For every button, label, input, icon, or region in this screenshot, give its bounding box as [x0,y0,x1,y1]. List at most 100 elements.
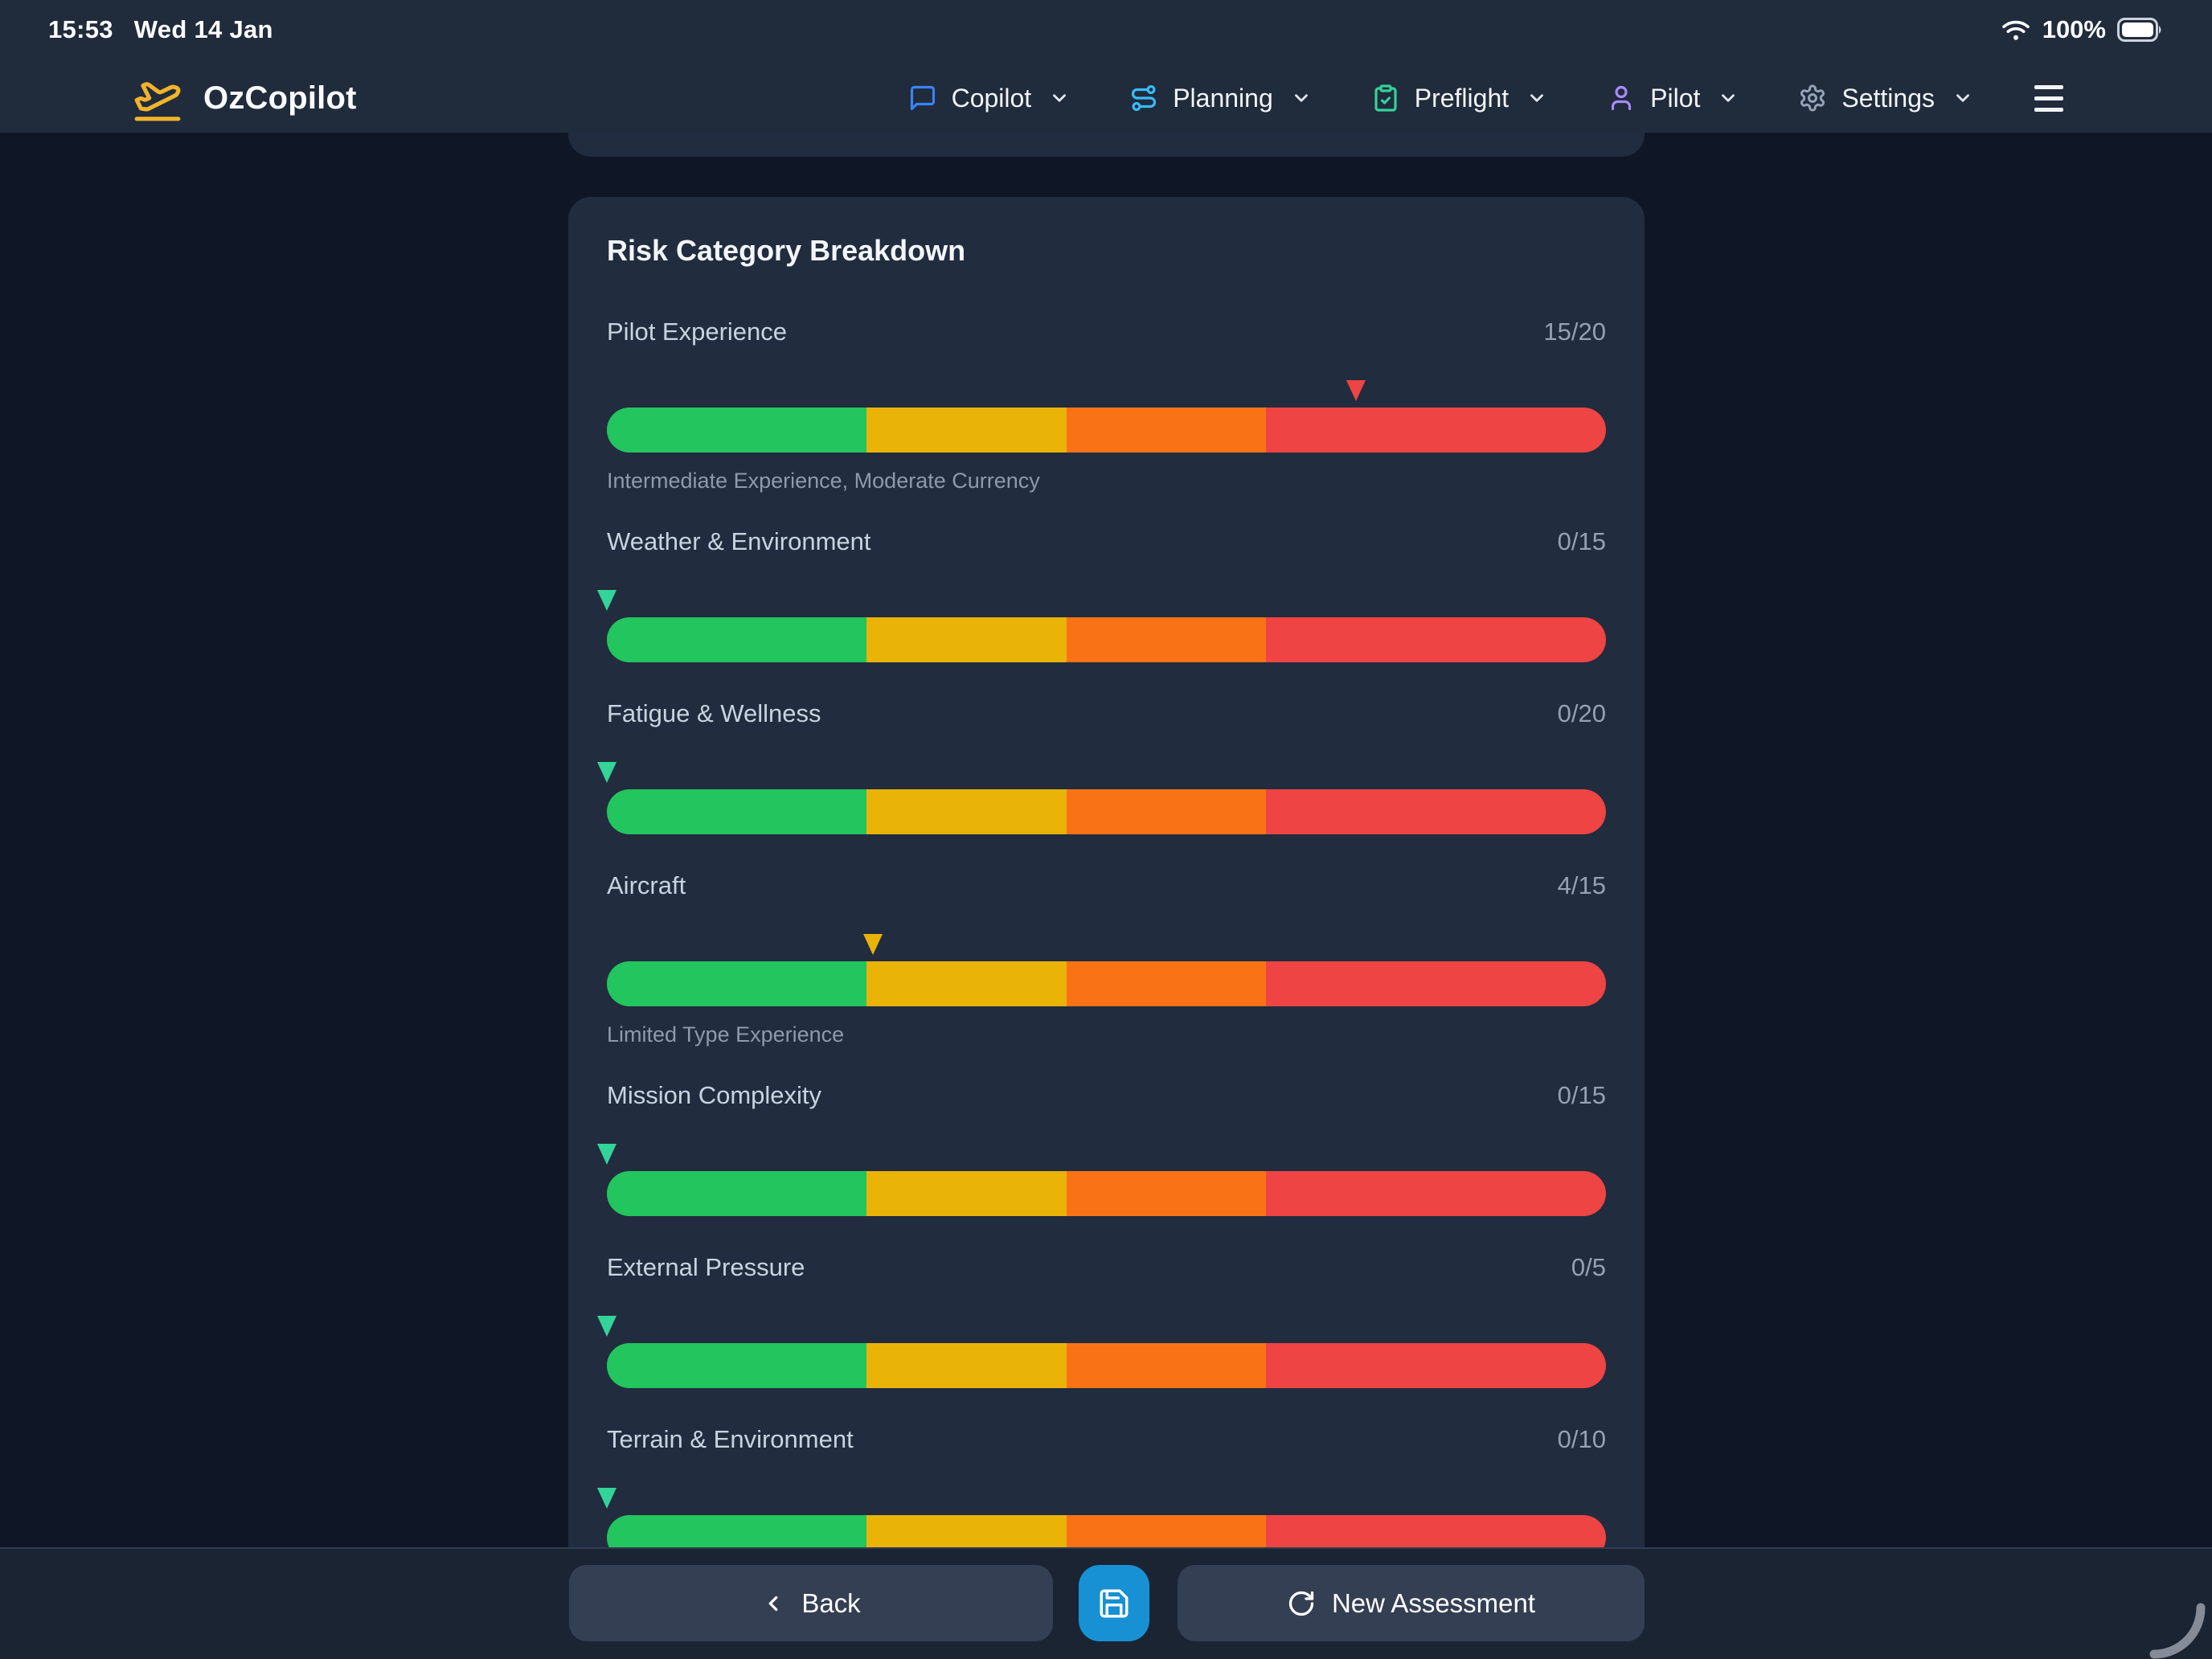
gauge-segment [1266,961,1606,1006]
risk-category-score: 0/10 [1557,1425,1606,1453]
gauge-segment [866,617,1067,662]
nav-items: Copilot Planning [908,84,1973,113]
risk-marker-icon [597,1488,616,1509]
gauge-segment [1266,1171,1606,1216]
user-icon [1607,84,1636,113]
wifi-icon [2001,18,2031,42]
risk-gauge-bar [607,961,1606,1006]
risk-category-label: Pilot Experience [607,317,788,346]
risk-category-score: 15/20 [1543,317,1606,346]
gauge-segment [1066,1343,1267,1388]
risk-marker-icon [863,934,883,955]
nav-item-copilot[interactable]: Copilot [908,84,1071,113]
chevron-down-icon [1291,88,1312,109]
gauge-segment [1066,1171,1267,1216]
gear-icon [1798,84,1827,113]
nav-item-settings[interactable]: Settings [1798,84,1973,113]
risk-category-score: 0/5 [1571,1253,1606,1281]
risk-category-label: Mission Complexity [607,1081,822,1109]
gauge-segment [866,1515,1067,1547]
risk-marker-track [597,1488,1606,1515]
risk-category-score: 0/15 [1557,1081,1606,1109]
risk-marker-icon [597,1316,616,1337]
gauge-segment [866,1171,1067,1216]
risk-marker-track [597,1144,1606,1171]
gauge-segment [1266,1515,1606,1547]
status-date: Wed 14 Jan [133,15,273,43]
risk-category-label: Terrain & Environment [607,1425,854,1453]
risk-gauge-bar [607,617,1606,662]
risk-category-row: External Pressure 0/5 [597,1253,1606,1388]
risk-category-score: 0/20 [1557,699,1606,727]
route-icon [1129,84,1158,113]
header: 15:53 Wed 14 Jan 100% [0,0,2212,133]
risk-category-row: Mission Complexity 0/15 [597,1081,1606,1216]
risk-category-score: 4/15 [1557,871,1606,899]
save-floppy-icon [1097,1587,1131,1620]
gauge-segment [1066,961,1267,1006]
risk-marker-icon [1346,380,1366,401]
risk-category-note: Intermediate Experience, Moderate Curren… [607,469,1040,493]
risk-gauge-bar [607,1171,1606,1216]
risk-gauge-bar [607,408,1606,453]
risk-marker-icon [597,762,616,783]
risk-category-row: Fatigue & Wellness 0/20 [597,699,1606,834]
gauge-segment [1066,408,1267,453]
gauge-segment [607,961,867,1006]
save-button[interactable] [1079,1565,1149,1641]
risk-marker-track [607,934,1606,961]
risk-marker-icon [597,590,616,611]
battery-icon [2117,18,2164,42]
risk-breakdown-card: Risk Category Breakdown Pilot Experience… [568,197,1645,1547]
plane-takeoff-icon [133,73,182,123]
gauge-segment [607,789,867,834]
risk-category-row: Aircraft 4/15 Limited Type Experience [607,871,1606,1047]
gauge-segment [1066,617,1267,662]
risk-category-row: Pilot Experience 15/20 Intermediate Expe… [607,317,1606,493]
menu-hamburger-icon[interactable] [2034,84,2063,112]
risk-category-row: Terrain & Environment 0/10 [597,1425,1606,1547]
risk-gauge-bar [607,1343,1606,1388]
gauge-segment [866,789,1067,834]
gauge-segment [607,1171,867,1216]
risk-category-label: Weather & Environment [607,527,871,555]
gauge-segment [866,961,1067,1006]
nav-item-planning[interactable]: Planning [1129,84,1312,113]
risk-category-row: Weather & Environment 0/15 [597,527,1606,662]
gauge-segment [607,408,867,453]
card-title: Risk Category Breakdown [607,234,966,267]
risk-gauge-bar [607,1515,1606,1547]
risk-marker-track [597,590,1606,617]
brand-name: OzCopilot [203,80,357,116]
gauge-segment [607,1515,867,1547]
chevron-down-icon [1526,88,1547,109]
risk-marker-icon [597,1144,616,1165]
gauge-segment [1266,789,1606,834]
gauge-segment [866,408,1067,453]
back-button[interactable]: Back [569,1565,1053,1641]
clipboard-check-icon [1371,84,1400,113]
chevron-down-icon [1952,88,1973,109]
gauge-segment [607,617,867,662]
gauge-segment [607,1343,867,1388]
chat-bubble-icon [908,84,937,113]
gauge-segment [866,1343,1067,1388]
nav-item-preflight[interactable]: Preflight [1371,84,1547,113]
risk-category-label: Aircraft [607,871,686,899]
chevron-down-icon [1049,88,1070,109]
risk-marker-track [597,1316,1606,1343]
refresh-icon [1287,1589,1316,1618]
risk-category-label: Fatigue & Wellness [607,699,821,727]
nav-item-pilot[interactable]: Pilot [1607,84,1739,113]
risk-marker-track [607,380,1606,408]
risk-category-score: 0/15 [1557,527,1606,555]
nav-bar: OzCopilot Copilot [0,51,2212,138]
risk-marker-track [597,762,1606,789]
new-assessment-button[interactable]: New Assessment [1178,1565,1645,1641]
gauge-segment [1266,408,1606,453]
brand-logo[interactable]: OzCopilot [133,73,357,123]
risk-category-label: External Pressure [607,1253,805,1281]
bottom-action-bar: Back New Assessment [0,1547,2212,1659]
risk-gauge-bar [607,789,1606,834]
